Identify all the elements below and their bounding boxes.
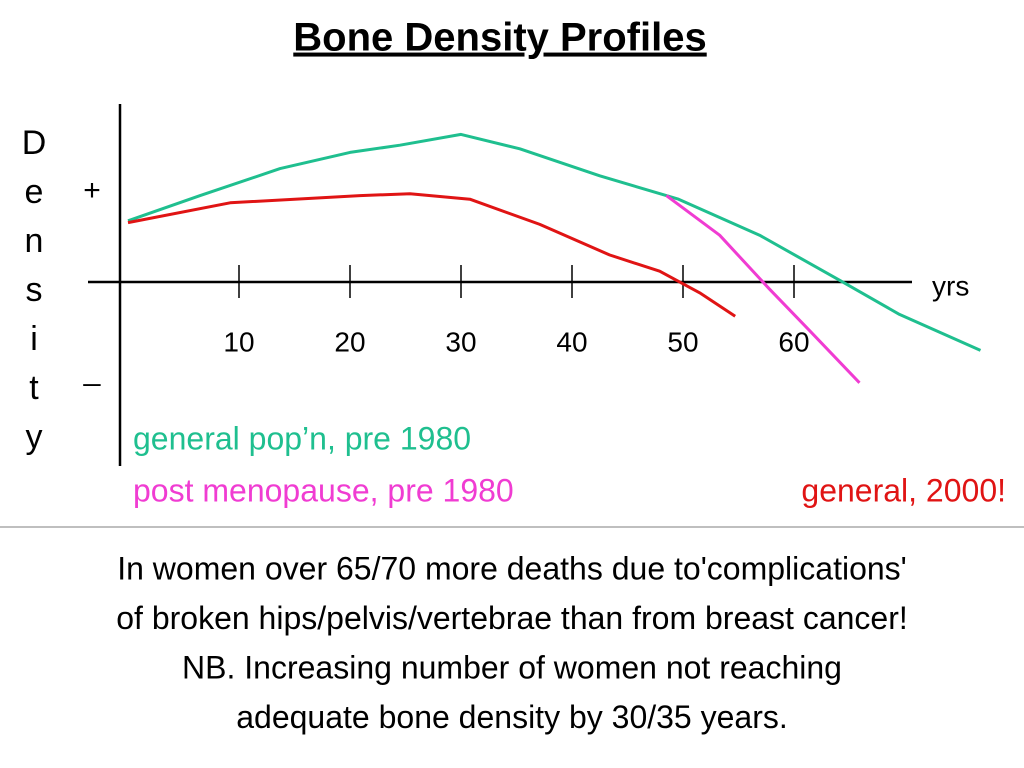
- legend-entry: general pop’n, pre 1980: [133, 420, 471, 456]
- note-line: adequate bone density by 30/35 years.: [236, 699, 788, 735]
- legend-entry: general, 2000!: [801, 472, 1006, 508]
- chart-title: Bone Density Profiles: [293, 16, 706, 60]
- x-tick-label: 20: [334, 326, 365, 357]
- line-series: [665, 194, 861, 384]
- x-tick-label: 40: [556, 326, 587, 357]
- x-tick-label: 50: [667, 326, 698, 357]
- line-series: [127, 132, 982, 352]
- x-tick-label: 10: [223, 326, 254, 357]
- legend-entry: post menopause, pre 1980: [133, 472, 514, 508]
- x-axis-label: yrs: [932, 270, 969, 301]
- line-series: [127, 192, 736, 318]
- note-line: of broken hips/pelvis/vertebrae than fro…: [116, 600, 908, 636]
- note-line: NB. Increasing number of women not reach…: [182, 649, 842, 685]
- x-tick-label: 30: [445, 326, 476, 357]
- y-tick-label: +: [83, 174, 101, 207]
- x-tick-label: 60: [778, 326, 809, 357]
- y-tick-label: _: [83, 354, 102, 387]
- y-axis-label: Density: [15, 124, 53, 467]
- note-line: In women over 65/70 more deaths due to'c…: [117, 550, 907, 586]
